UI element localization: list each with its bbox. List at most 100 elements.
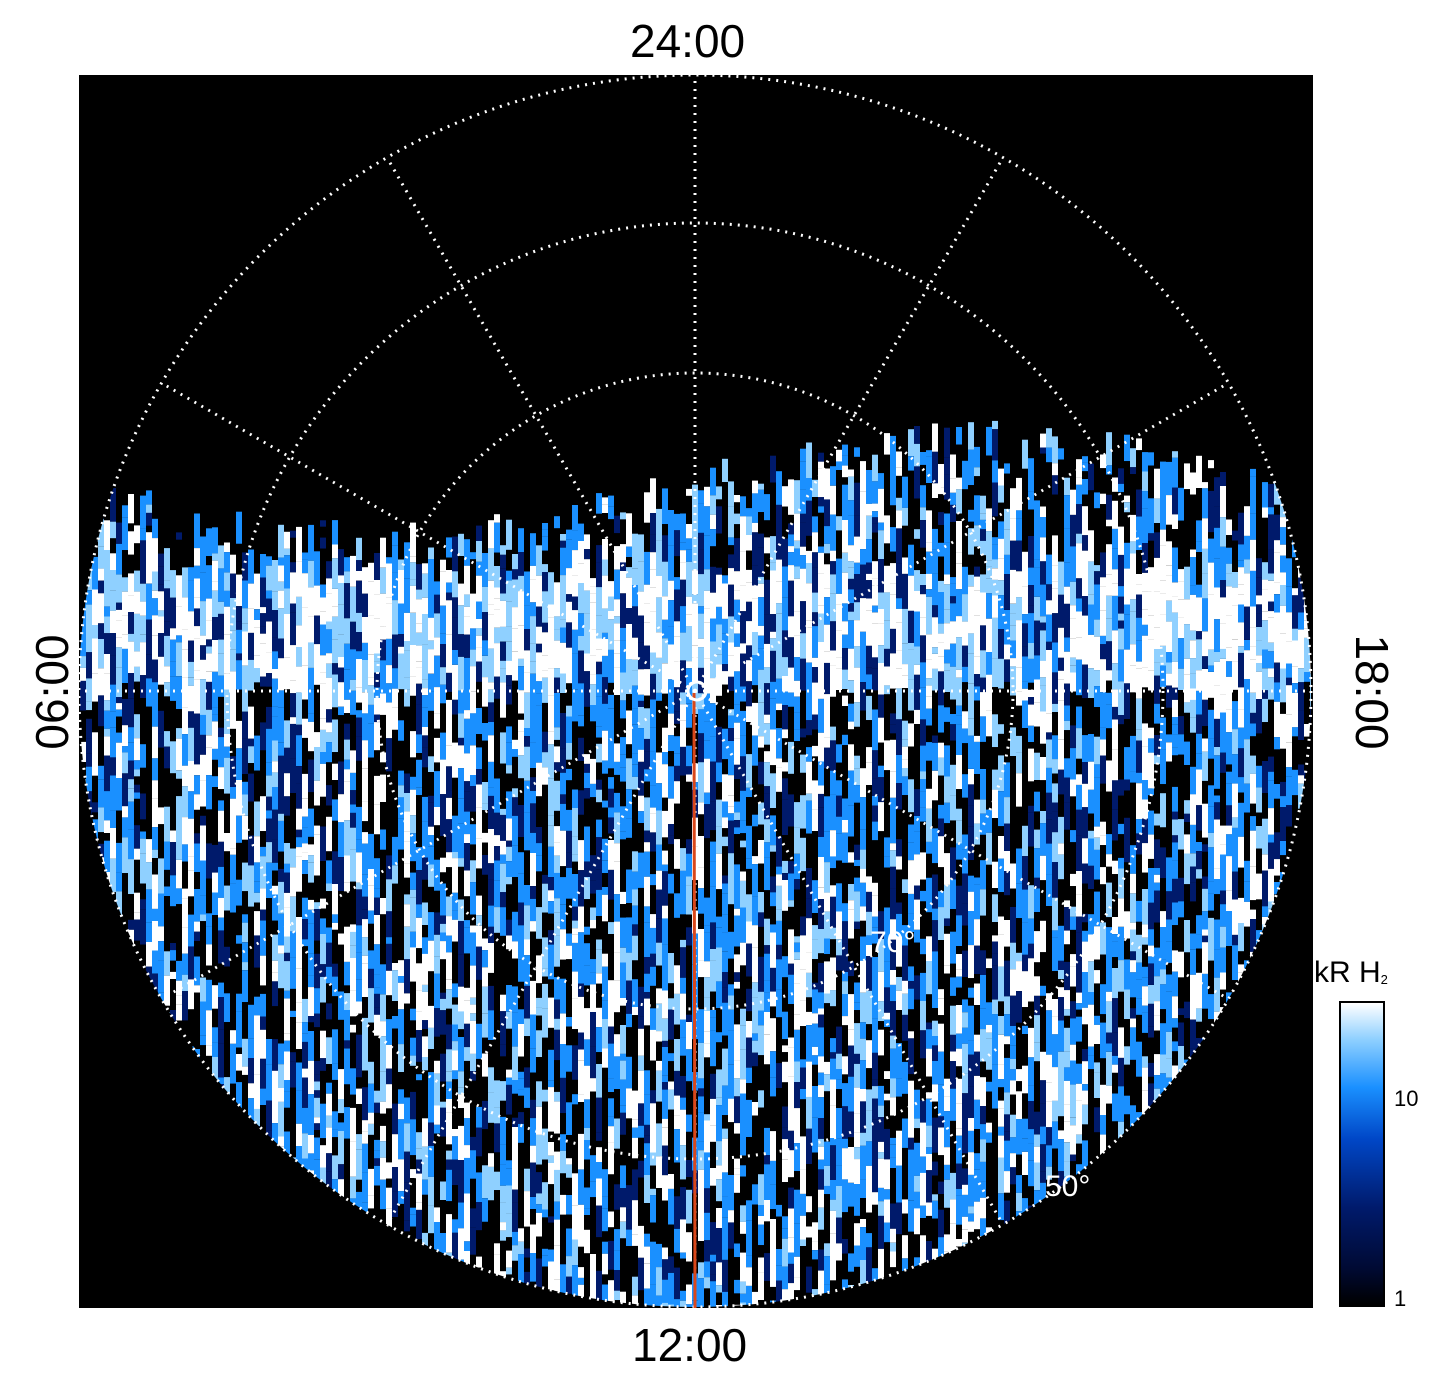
emission-pixel (710, 960, 716, 992)
emission-pixel (290, 758, 296, 793)
emission-pixel (260, 993, 266, 1017)
emission-pixel (704, 804, 710, 839)
emission-pixel (440, 703, 446, 733)
emission-pixel (848, 703, 854, 722)
emission-pixel (272, 1306, 278, 1307)
emission-pixel (410, 872, 416, 890)
emission-pixel (284, 961, 290, 991)
emission-pixel (266, 556, 272, 566)
emission-pixel (104, 710, 110, 729)
emission-pixel (812, 612, 818, 627)
emission-pixel (362, 919, 368, 938)
emission-pixel (656, 1070, 662, 1102)
emission-pixel (626, 1027, 632, 1057)
emission-pixel (698, 1009, 704, 1043)
emission-pixel (368, 885, 374, 911)
emission-pixel (296, 1090, 302, 1124)
emission-pixel (662, 1082, 668, 1090)
emission-pixel (416, 1202, 422, 1210)
emission-pixel (176, 980, 182, 996)
emission-pixel (458, 1011, 464, 1030)
emission-pixel (440, 1181, 446, 1200)
emission-pixel (428, 1089, 434, 1123)
emission-pixel (806, 478, 812, 501)
emission-pixel (506, 726, 512, 743)
emission-pixel (632, 1200, 638, 1235)
emission-pixel (572, 836, 578, 855)
emission-pixel (188, 870, 194, 897)
emission-pixel (182, 786, 188, 818)
emission-pixel (836, 1089, 842, 1108)
emission-pixel (518, 1071, 524, 1079)
emission-pixel (704, 1277, 710, 1289)
emission-pixel (164, 696, 170, 710)
emission-pixel (440, 836, 446, 858)
emission-pixel (326, 709, 332, 723)
emission-pixel (428, 846, 434, 865)
emission-pixel (440, 1034, 446, 1054)
emission-pixel (842, 706, 848, 735)
emission-pixel (362, 660, 368, 693)
emission-pixel (770, 1096, 776, 1113)
emission-pixel (602, 1102, 608, 1138)
emission-pixel (488, 761, 494, 788)
emission-pixel (452, 1104, 458, 1129)
emission-pixel (218, 613, 224, 640)
emission-pixel (668, 1053, 674, 1062)
emission-pixel (482, 1037, 488, 1054)
emission-pixel (140, 715, 146, 745)
emission-pixel (530, 579, 536, 603)
emission-pixel (830, 1180, 836, 1200)
emission-pixel (242, 1097, 248, 1114)
emission-pixel (578, 1267, 584, 1278)
emission-pixel (698, 503, 704, 533)
emission-pixel (836, 1243, 842, 1261)
emission-pixel (728, 691, 734, 710)
emission-pixel (794, 942, 800, 953)
emission-pixel (686, 1177, 692, 1190)
emission-pixel (662, 871, 668, 906)
emission-pixel (362, 843, 368, 851)
emission-pixel (782, 705, 788, 730)
emission-pixel (818, 807, 824, 837)
emission-pixel (842, 994, 848, 1017)
emission-pixel (506, 1122, 512, 1150)
emission-pixel (560, 830, 566, 867)
emission-pixel (554, 739, 560, 747)
emission-pixel (530, 1014, 536, 1049)
emission-pixel (326, 966, 332, 984)
emission-pixel (332, 1111, 338, 1130)
emission-pixel (260, 554, 266, 578)
emission-pixel (674, 1129, 680, 1163)
emission-pixel (458, 556, 464, 584)
emission-pixel (758, 483, 764, 490)
emission-pixel (476, 561, 482, 576)
emission-pixel (524, 551, 530, 572)
emission-pixel (824, 720, 830, 738)
emission-pixel (680, 562, 686, 580)
emission-pixel (518, 713, 524, 720)
emission-pixel (284, 531, 290, 549)
emission-pixel (842, 1056, 848, 1075)
emission-pixel (770, 815, 776, 846)
emission-pixel (644, 1143, 650, 1175)
emission-pixel (164, 580, 170, 589)
emission-pixel (674, 661, 680, 688)
emission-pixel (704, 1088, 710, 1115)
emission-pixel (308, 587, 314, 617)
emission-pixel (176, 1004, 182, 1021)
emission-pixel (176, 831, 182, 860)
emission-pixel (704, 977, 710, 998)
emission-pixel (716, 654, 722, 665)
emission-pixel (218, 653, 224, 676)
emission-pixel (386, 1178, 392, 1188)
emission-pixel (578, 790, 584, 815)
emission-pixel (698, 1141, 704, 1151)
emission-pixel (776, 613, 782, 649)
emission-pixel (776, 1017, 782, 1049)
emission-pixel (482, 1221, 488, 1248)
emission-pixel (374, 619, 380, 654)
emission-pixel (584, 642, 590, 654)
emission-pixel (698, 613, 704, 639)
emission-pixel (614, 503, 620, 516)
